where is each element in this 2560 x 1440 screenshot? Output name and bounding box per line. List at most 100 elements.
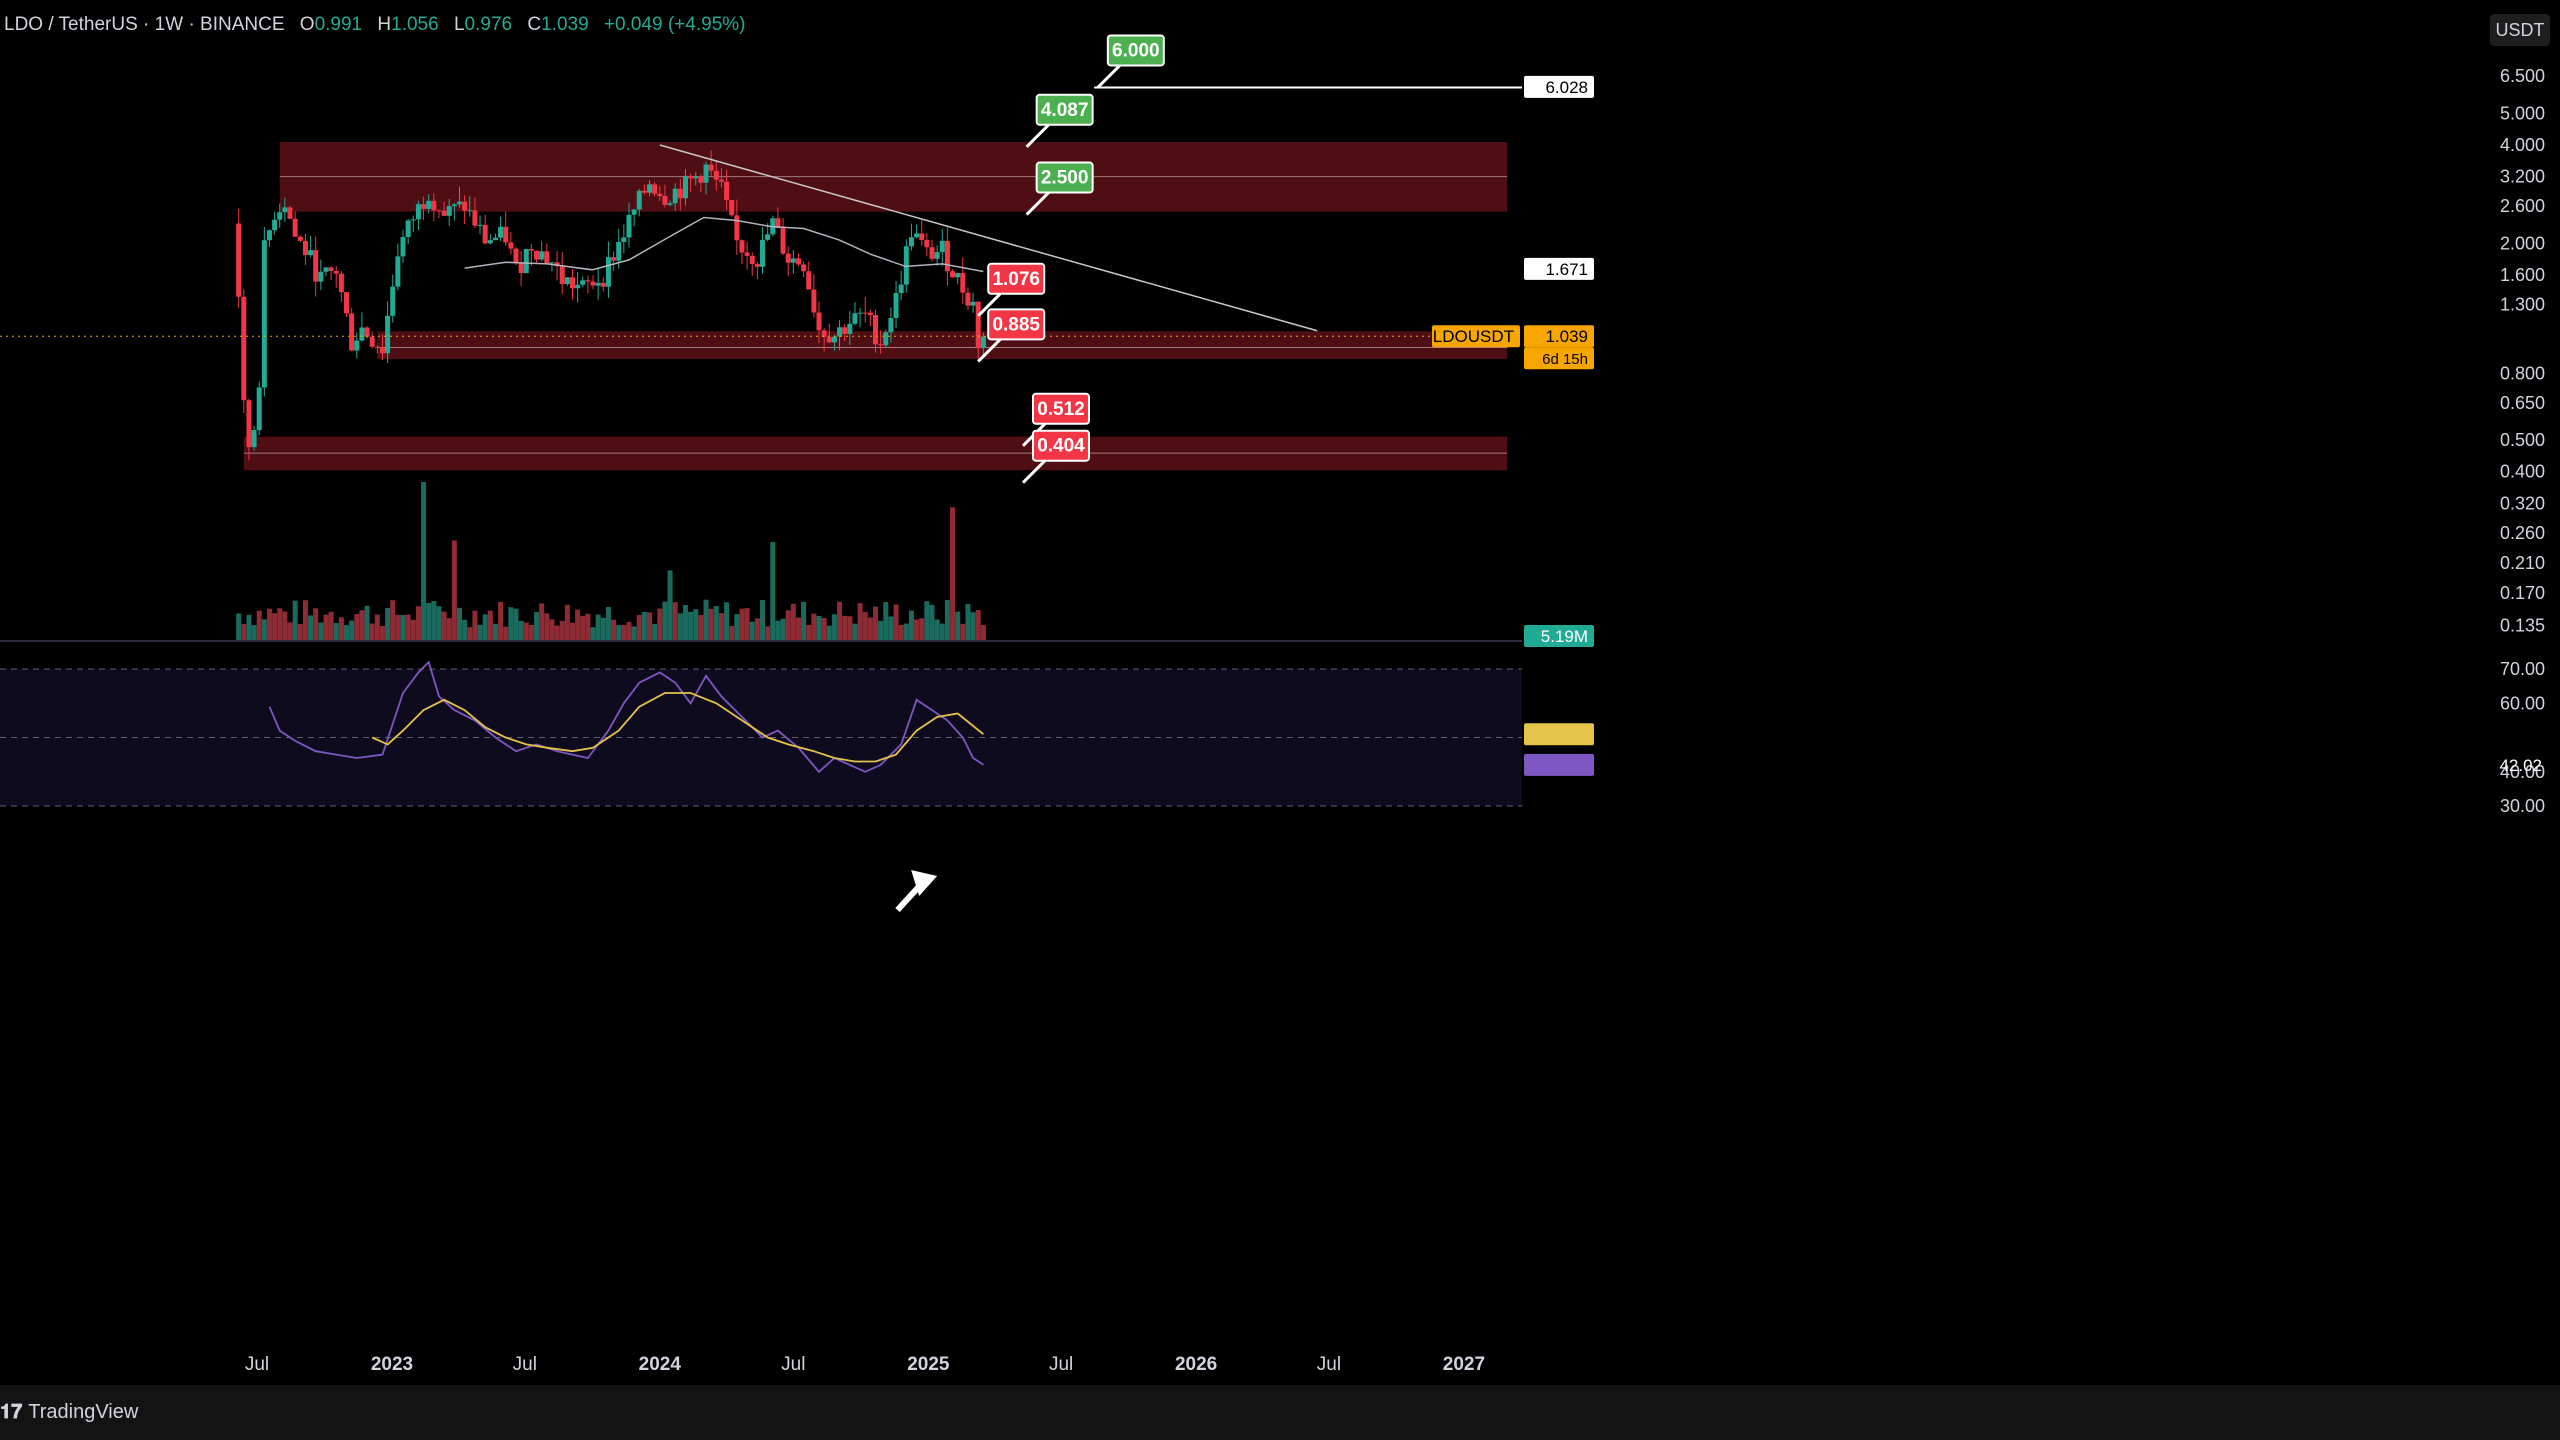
volume-bar <box>431 601 437 640</box>
tradingview-logo[interactable]: 𝟏𝟕 TradingView <box>0 1401 138 1424</box>
candle-body <box>919 233 925 241</box>
volume-bar <box>297 623 303 640</box>
volume-bar <box>924 601 930 640</box>
volume-bar <box>729 625 735 640</box>
rsi-value-bg <box>1524 723 1594 746</box>
rsi-tick: 70.00 <box>2500 659 2545 679</box>
footer-bar: 𝟏𝟕 TradingView <box>0 1385 2560 1440</box>
tradingview-logo-icon: 𝟏𝟕 <box>0 1401 23 1423</box>
candle-body <box>585 280 591 282</box>
candle-body <box>498 226 504 238</box>
price-tick: 0.650 <box>2500 393 2545 413</box>
candle-body <box>631 209 637 215</box>
volume-bar <box>523 622 529 640</box>
price-tick: 3.200 <box>2500 167 2545 187</box>
candle-body <box>318 271 324 282</box>
candle-body <box>867 312 873 315</box>
volume-bar <box>975 610 981 640</box>
volume-bar <box>441 611 447 640</box>
candle-body <box>390 286 396 316</box>
volume-bar <box>564 604 570 640</box>
rsi-tick: 60.00 <box>2500 693 2545 713</box>
candle-body <box>837 327 843 337</box>
candle-body <box>878 344 884 346</box>
volume-bar <box>611 619 617 640</box>
price-axis-label-bg <box>1524 257 1594 280</box>
candle-body <box>457 201 462 205</box>
volume-bar <box>852 623 858 640</box>
candle-body <box>698 176 704 183</box>
candle-body <box>688 175 694 179</box>
rsi-value-bg <box>1524 753 1594 776</box>
volume-bar <box>806 624 812 640</box>
candle-body <box>960 273 966 293</box>
interval-label[interactable]: 1W <box>154 14 184 35</box>
rsi-tick: 30.00 <box>2500 796 2545 816</box>
target-label-box <box>1035 161 1094 194</box>
candle-body <box>539 251 545 260</box>
candle-body <box>569 277 575 289</box>
volume-bar <box>344 625 350 640</box>
candle-body <box>924 240 930 248</box>
candle-body <box>852 313 858 324</box>
candle-body <box>395 256 401 287</box>
volume-bar <box>446 618 452 640</box>
volume-bar <box>847 616 853 640</box>
volume-bar <box>390 600 396 640</box>
volume-bar <box>539 603 545 640</box>
volume-bar <box>492 623 498 640</box>
candle-body <box>410 219 416 221</box>
price-tick: 0.500 <box>2500 430 2545 450</box>
candle-body <box>277 212 283 220</box>
volume-bar <box>575 609 581 640</box>
candle-body <box>713 170 719 180</box>
descending-trendline <box>659 144 1318 332</box>
volume-bar <box>878 620 884 640</box>
candle-body <box>929 247 935 259</box>
candle-body <box>857 312 863 314</box>
high-value: 1.056 <box>391 14 439 35</box>
volume-bar <box>662 601 668 640</box>
volume-bar <box>760 600 766 640</box>
currency-button[interactable]: USDT <box>2490 14 2550 46</box>
volume-bar <box>328 611 334 640</box>
candle-body <box>272 219 278 231</box>
price-axis-label: LDOUSDT <box>1433 327 1514 346</box>
target-label: 6.000 <box>1112 40 1160 61</box>
volume-bar <box>569 622 575 640</box>
candle-body <box>328 267 334 271</box>
candle-body <box>421 204 427 209</box>
volume-bar <box>256 610 262 640</box>
candle-body <box>888 317 894 333</box>
symbol-header: LDO / TetherUS · 1W · BINANCE O0.991 H1.… <box>4 14 746 35</box>
candle-body <box>847 323 853 334</box>
volume-bar <box>349 620 355 640</box>
volume-bar <box>842 615 848 640</box>
candle-body <box>955 273 961 278</box>
volume-bar <box>528 625 534 640</box>
symbol-name[interactable]: LDO / TetherUS <box>4 14 138 35</box>
candle-body <box>369 336 375 347</box>
price-axis-label: 6d 15h <box>1542 351 1588 368</box>
candle-body <box>970 301 976 306</box>
volume-bar <box>837 601 843 640</box>
target-pointer <box>1096 64 1121 89</box>
time-tick: 2023 <box>371 1354 413 1375</box>
candle-body <box>641 190 647 193</box>
volume-bar <box>944 600 950 640</box>
volume-bar <box>241 624 247 640</box>
volume-bar <box>765 626 771 640</box>
volume-bar <box>467 627 473 640</box>
candle-body <box>647 184 653 193</box>
volume-bar <box>477 624 483 640</box>
volume-bar <box>605 606 611 640</box>
target-label: 2.500 <box>1041 168 1089 189</box>
candle-body <box>795 258 801 265</box>
price-axis-label-bg <box>1524 625 1594 647</box>
volume-bar <box>451 540 457 640</box>
volume-bar <box>498 601 504 640</box>
candle-body <box>898 284 904 294</box>
candle-body <box>256 387 262 431</box>
candle-body <box>266 230 272 241</box>
